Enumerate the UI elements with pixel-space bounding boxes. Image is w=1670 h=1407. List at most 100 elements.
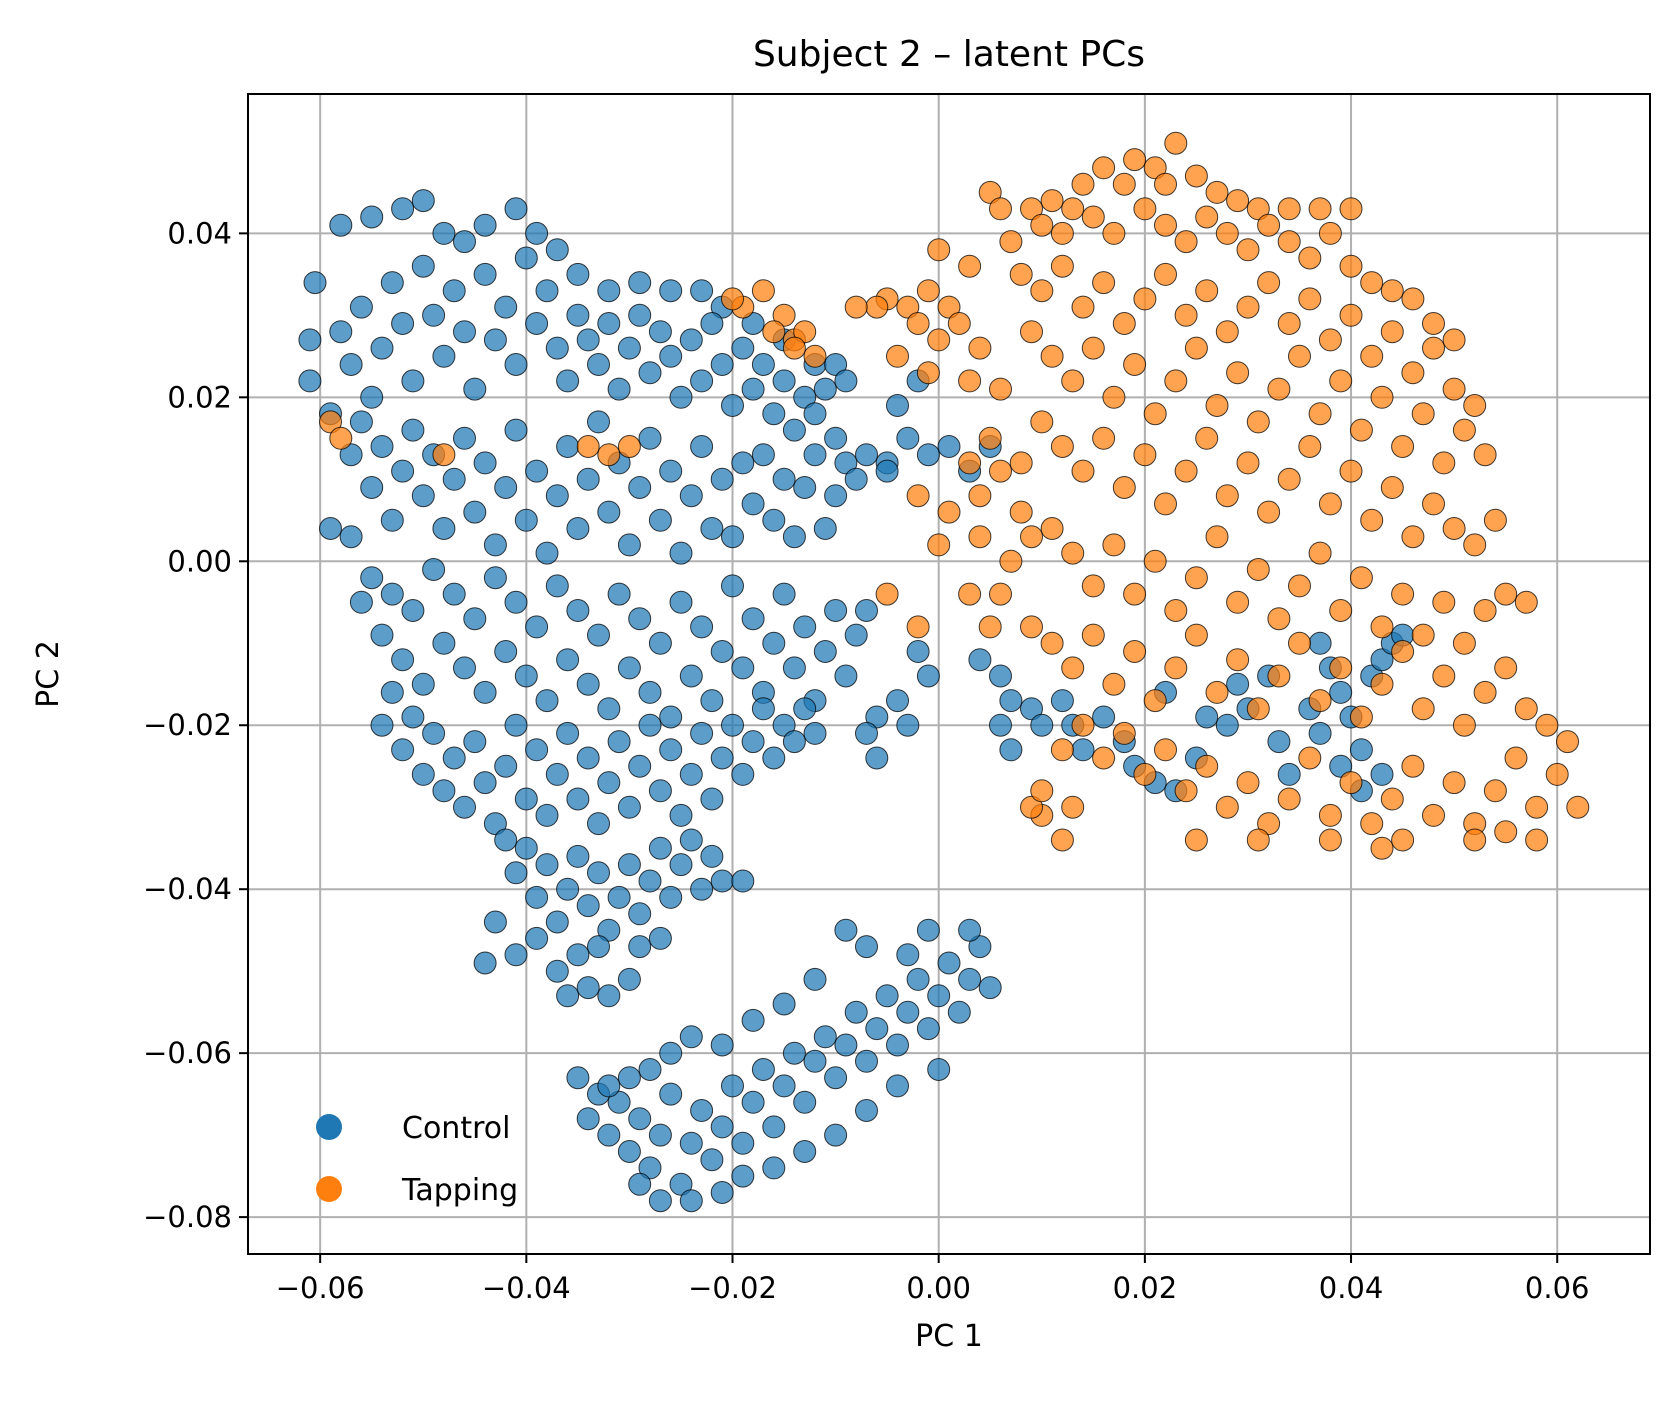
- data-point-control: [896, 426, 920, 450]
- data-point-control: [690, 279, 714, 303]
- data-point-tapping: [782, 336, 806, 360]
- data-point-tapping: [1050, 254, 1074, 278]
- data-point-control: [886, 1074, 909, 1098]
- data-point-tapping: [1463, 533, 1487, 557]
- data-point-tapping: [1143, 549, 1167, 573]
- data-point-control: [679, 762, 703, 786]
- data-point-tapping: [1318, 803, 1342, 827]
- data-point-control: [958, 918, 982, 942]
- data-point-control: [721, 713, 744, 737]
- data-point-control: [391, 648, 415, 672]
- data-point-tapping: [1401, 287, 1425, 311]
- data-point-tapping: [1081, 336, 1105, 360]
- data-point-control: [648, 926, 672, 950]
- legend: Control Tapping: [316, 1111, 518, 1208]
- data-point-control: [741, 377, 765, 401]
- data-point-control: [442, 746, 466, 770]
- data-point-control: [514, 508, 538, 532]
- data-point-control: [648, 1123, 672, 1147]
- data-point-tapping: [1545, 762, 1569, 786]
- data-point-tapping: [1050, 221, 1074, 245]
- data-point-tapping: [906, 484, 930, 508]
- data-point-tapping: [1184, 164, 1208, 188]
- x-tick-label: 0.04: [1319, 1271, 1384, 1305]
- data-point-control: [607, 1090, 631, 1114]
- data-point-tapping: [1226, 590, 1250, 614]
- data-point-control: [525, 459, 549, 483]
- data-point-tapping: [1494, 820, 1518, 844]
- data-point-tapping: [999, 230, 1023, 254]
- data-point-control: [514, 836, 538, 860]
- data-point-control: [659, 705, 683, 729]
- data-point-control: [958, 967, 982, 991]
- data-point-control: [710, 1033, 734, 1057]
- data-point-control: [751, 443, 775, 467]
- data-point-tapping: [1288, 344, 1311, 368]
- data-point-control: [628, 303, 652, 327]
- data-point-tapping: [1061, 795, 1085, 819]
- data-point-control: [648, 508, 672, 532]
- data-point-control: [566, 787, 590, 811]
- data-point-control: [360, 566, 384, 590]
- data-point-tapping: [906, 615, 930, 639]
- data-point-control: [916, 443, 940, 467]
- data-point-tapping: [1030, 779, 1054, 803]
- data-point-control: [525, 312, 549, 335]
- data-point-tapping: [1329, 656, 1353, 680]
- data-point-control: [1277, 762, 1301, 786]
- data-point-control: [597, 984, 621, 1008]
- data-point-tapping: [1226, 648, 1250, 672]
- data-point-control: [473, 771, 497, 795]
- data-point-tapping: [1277, 197, 1301, 221]
- data-point-control: [906, 967, 930, 991]
- data-point-control: [844, 1000, 868, 1024]
- data-point-control: [721, 574, 744, 598]
- data-point-control: [648, 320, 672, 344]
- data-point-tapping: [1215, 320, 1239, 344]
- data-point-control: [617, 336, 641, 360]
- data-point-control: [741, 492, 765, 516]
- data-point-control: [1071, 738, 1095, 762]
- data-point-tapping: [751, 279, 775, 303]
- data-point-tapping: [1349, 705, 1373, 729]
- data-point-tapping: [1092, 426, 1116, 450]
- data-point-control: [638, 361, 662, 385]
- data-point-tapping: [844, 295, 868, 319]
- data-point-tapping: [1442, 517, 1466, 540]
- data-point-tapping: [1174, 779, 1198, 803]
- data-point-control: [504, 943, 528, 967]
- data-point-control: [545, 336, 569, 360]
- data-point-tapping: [1164, 369, 1188, 393]
- data-point-tapping: [1061, 541, 1085, 565]
- data-point-control: [463, 607, 487, 631]
- data-point-control: [411, 762, 435, 786]
- data-point-tapping: [1525, 828, 1549, 852]
- data-point-tapping: [1339, 771, 1363, 795]
- data-point-tapping: [1071, 172, 1095, 196]
- data-point-control: [741, 1090, 765, 1114]
- data-point-tapping: [1092, 746, 1116, 770]
- data-point-tapping: [721, 287, 744, 311]
- data-point-control: [525, 926, 549, 950]
- data-point-tapping: [1380, 476, 1404, 499]
- data-point-control: [824, 426, 848, 450]
- data-point-control: [576, 328, 600, 352]
- data-point-control: [576, 467, 600, 491]
- data-point-tapping: [1298, 287, 1322, 311]
- data-point-tapping: [1061, 656, 1085, 680]
- data-point-control: [587, 623, 610, 647]
- data-point-tapping: [1257, 213, 1281, 237]
- data-point-control: [927, 984, 951, 1008]
- y-tick-label: 0.04: [167, 216, 232, 250]
- data-point-control: [896, 1000, 920, 1024]
- data-point-control: [391, 312, 415, 335]
- data-point-control: [628, 476, 652, 499]
- data-point-control: [700, 312, 724, 335]
- data-point-tapping: [1308, 402, 1332, 426]
- data-point-control: [793, 385, 817, 409]
- data-point-control: [834, 664, 858, 688]
- data-point-control: [896, 713, 920, 737]
- data-point-control: [494, 828, 518, 852]
- data-point-tapping: [1267, 607, 1291, 631]
- data-point-control: [669, 590, 693, 614]
